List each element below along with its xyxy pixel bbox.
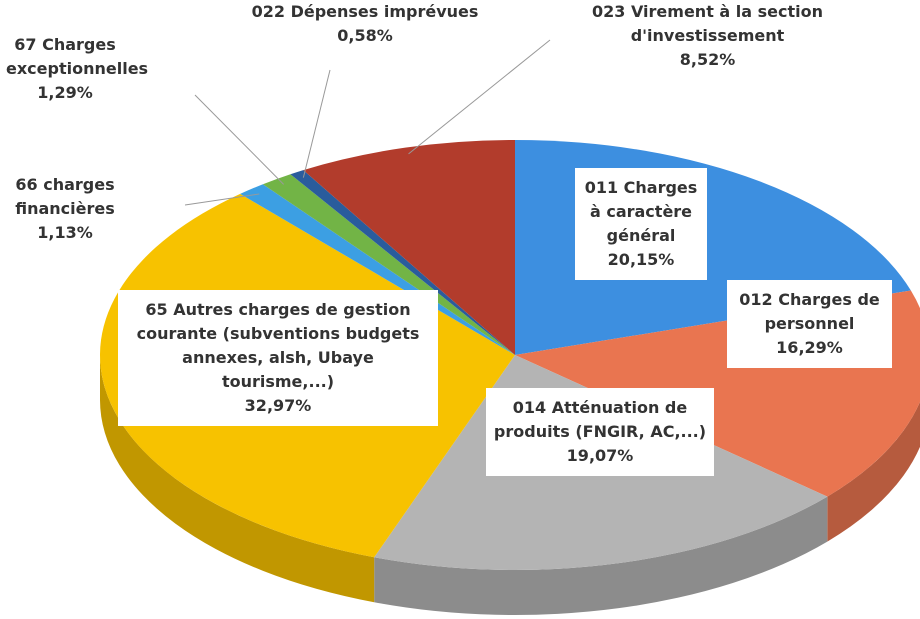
value-label: 19,07% (566, 446, 634, 465)
slice-label: 023 Virement à la section d'investisseme… (575, 0, 840, 80)
slice (303, 140, 515, 355)
category-name: 67 Charges exceptionnelles (6, 35, 149, 78)
category-name: 012 Charges de personnel (739, 290, 880, 333)
value-label: 32,97% (244, 396, 312, 415)
category-name: 66 charges financières (15, 175, 115, 218)
leader-line (302, 69, 331, 178)
slice-label: 012 Charges de personnel 16,29% (727, 280, 892, 368)
slice-label: 022 Dépenses imprévues 0,58% (240, 0, 490, 56)
category-name: 023 Virement à la section d'investisseme… (591, 2, 824, 45)
slice (290, 170, 515, 355)
slice-side (100, 355, 375, 603)
value-label: 0,58% (337, 26, 393, 45)
slice-label: 65 Autres charges de gestion courante (s… (118, 290, 438, 426)
value-label: 16,29% (776, 338, 843, 357)
leader-line (194, 94, 284, 185)
value-label: 1,13% (37, 223, 93, 242)
category-name: 014 Atténuation de produits (FNGIR, AC,.… (493, 398, 707, 441)
slice-side (827, 401, 920, 542)
category-name: 022 Dépenses imprévues (251, 2, 479, 21)
value-label: 20,15% (607, 250, 675, 269)
slice (262, 174, 515, 355)
slice-side (374, 496, 828, 615)
value-label: 1,29% (37, 83, 93, 102)
slice-label: 014 Atténuation de produits (FNGIR, AC,.… (486, 388, 714, 476)
value-label: 8,52% (679, 50, 736, 69)
leader-line (408, 39, 551, 155)
category-name: 011 Charges à caractère général (584, 178, 698, 245)
slice-label: 011 Charges à caractère général 20,15% (575, 168, 707, 280)
leader-line (184, 193, 260, 206)
category-name: 65 Autres charges de gestion courante (s… (136, 300, 420, 391)
slice (240, 184, 515, 355)
slice-label: 67 Charges exceptionnelles 1,29% (0, 25, 149, 113)
slice-label: 66 charges financières 1,13% (0, 165, 130, 253)
